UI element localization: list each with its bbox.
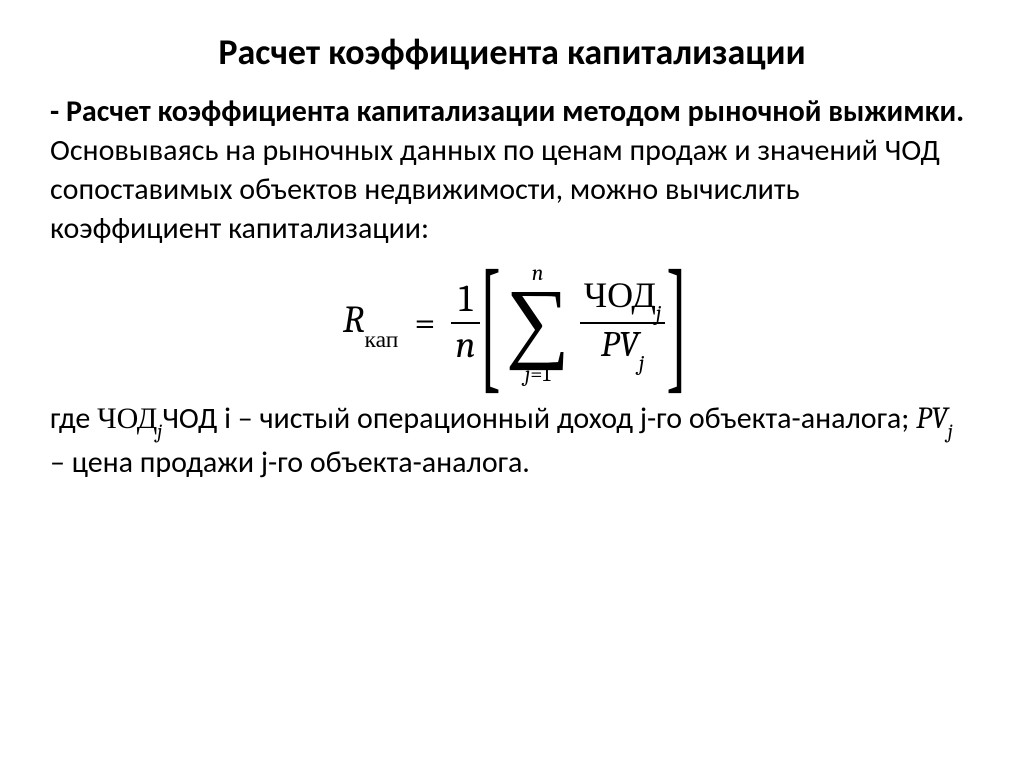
p2-tail: – цена продажи j-го объекта-аналога. xyxy=(50,444,530,481)
slide-title: Расчет коэффициента капитализации xyxy=(50,30,974,74)
formula-equals: = xyxy=(414,301,435,345)
formula-R-sub: кап xyxy=(365,326,399,353)
frac2-den-sub: j xyxy=(639,350,644,376)
sigma-lower-eq1: =1 xyxy=(530,361,550,387)
right-bracket: ] xyxy=(667,263,686,383)
p2-pv-var: PV xyxy=(916,401,948,436)
formula-lhs: Rкап xyxy=(343,298,399,348)
frac2-num: ЧОДj xyxy=(580,277,666,321)
left-bracket: [ xyxy=(481,263,500,383)
p2-chod-sub: j xyxy=(157,421,162,444)
frac2-num-sub: j xyxy=(656,300,661,326)
formula-frac-1n: 1 n xyxy=(451,280,479,366)
p1-bold-lead: - Расчет коэффициента капитализации мето… xyxy=(50,93,964,130)
p2-chod-plain: ЧОД i – чистый операционный доход j-го о… xyxy=(162,400,916,437)
p2-pre: где xyxy=(50,400,97,437)
p2-pv-sub: j xyxy=(948,421,953,444)
paragraph-2: где ЧОДjЧОД i – чистый операционный дохо… xyxy=(50,399,974,483)
sigma-lower: j=1 xyxy=(525,363,551,385)
frac2-den: PVj xyxy=(597,326,648,370)
frac1-num: 1 xyxy=(455,280,477,320)
sigma-symbol: ∑ xyxy=(506,284,570,361)
formula-R: R xyxy=(343,298,365,342)
formula-frac-chod-pv: ЧОДj PVj xyxy=(580,277,666,370)
frac2-num-text: ЧОД xyxy=(584,275,656,316)
p2-pv-j: PVj xyxy=(916,401,953,436)
formula: Rкап = 1 n [ n ∑ j=1 ЧОДj PVj ] xyxy=(50,262,974,385)
p2-chod-j: ЧОДj xyxy=(97,401,162,436)
p2-chod-text: ЧОД xyxy=(97,401,157,436)
frac2-den-var: PV xyxy=(601,324,639,365)
frac1-den: n xyxy=(451,326,479,366)
paragraph-1: - Расчет коэффициента капитализации мето… xyxy=(50,92,974,248)
slide: Расчет коэффициента капитализации - Расч… xyxy=(0,0,1024,502)
p1-rest: Основываясь на рыночных данных по ценам … xyxy=(50,132,940,247)
sigma-block: n ∑ j=1 xyxy=(506,262,570,385)
